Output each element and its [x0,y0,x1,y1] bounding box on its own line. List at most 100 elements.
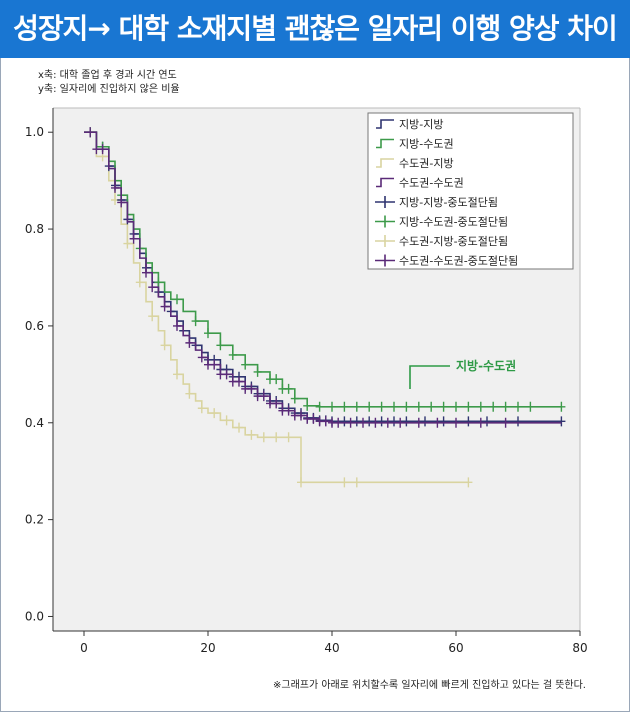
censor-mark [371,417,380,428]
censor-mark [421,416,429,427]
annotation-label: 지방-수도권 [456,358,516,373]
censor-mark [514,416,522,427]
series-4 [84,127,562,428]
censor-mark [222,415,231,426]
annotation-group: 지방-수도권 [409,358,516,389]
censor-mark [340,416,349,427]
title-bar: 성장지→ 대학 소재지별 괜찮은 일자리 이행 양상 차이 [0,0,630,58]
censor-mark [259,432,268,443]
censor-mark [160,301,169,312]
censor-mark [117,197,126,208]
censor-mark [439,401,448,412]
censor-mark [272,374,281,385]
legend-label: 수도권-수도권 [399,177,464,190]
censor-mark [514,401,522,412]
censor-mark [414,401,423,412]
legend-censor-swatch [375,254,395,267]
series-3 [84,127,473,488]
censor-mark [123,238,132,249]
censor-mark [272,432,281,443]
legend-step-swatch [376,177,394,188]
censor-mark [433,417,442,428]
legend-label: 수도권-지방-중도절단됨 [399,235,508,248]
censor-mark [284,405,293,416]
legend-censor-swatch [375,235,395,247]
legend-item: 수도권-지방-중도절단됨 [375,235,508,248]
legend-item: 지방-수도권 [376,138,454,151]
censor-mark [160,340,169,351]
censor-mark [210,359,219,370]
x-tick-label: 20 [200,641,215,655]
censor-mark [501,417,510,428]
censor-mark [272,398,281,409]
y-tick-label: 1.0 [25,125,44,139]
censor-mark [135,277,144,288]
y-tick-label: 0.6 [25,319,44,333]
legend-item: 수도권-수도권-중도절단됨 [375,254,518,268]
legend-label: 지방-지방-중도절단됨 [399,196,498,209]
censor-mark [390,416,398,427]
censor-mark [148,311,157,322]
censor-mark [228,349,237,360]
censor-mark [377,416,386,427]
censor-mark [284,383,293,394]
annotation-leader [409,365,450,389]
censor-mark [328,401,336,412]
censor-mark [489,401,498,412]
censor-mark [173,294,181,305]
censor-mark [427,401,436,412]
censor-mark [346,417,355,428]
censor-mark [297,410,305,421]
censor-mark [365,401,374,412]
legend-item: 수도권-지방 [376,157,454,170]
censor-mark [247,429,256,440]
legend-label: 수도권-수도권-중도절단됨 [399,255,518,268]
censor-mark [210,408,219,419]
legend: 지방-지방지방-수도권수도권-지방수도권-수도권지방-지방-중도절단됨지방-수도… [367,112,574,270]
censor-mark [340,477,349,488]
censor-mark [402,416,411,427]
censor-mark [557,401,566,412]
y-tick-label: 0.8 [25,222,44,236]
censor-mark [185,337,194,348]
censor-mark [390,401,398,412]
y-tick-label: 0.2 [25,513,44,527]
censor-mark [197,403,206,414]
censor-mark [334,417,343,428]
footnote: ※그래프가 아래로 위치할수록 일자리에 빠르게 진입하고 있다는 걸 뜻한다. [273,680,586,691]
censor-mark [359,417,367,428]
censor-mark [98,144,107,155]
legend-label: 수도권-지방 [399,157,454,170]
censor-mark [464,477,473,488]
page-title: 성장지→ 대학 소재지별 괜찮은 일자리 이행 양상 차이 [13,12,618,45]
censor-mark [452,417,460,428]
legend-box [367,112,574,270]
legend-label: 지방-지방 [399,118,443,131]
censor-mark [253,366,262,377]
censor-mark [142,267,150,278]
legend-censor-swatch [375,196,395,208]
x-tick-label: 80 [572,641,587,655]
censor-mark [173,369,181,380]
censor-mark [501,401,510,412]
censor-mark [197,352,206,363]
censor-mark [222,369,231,380]
legend-label: 지방-수도권-중도절단됨 [399,216,508,229]
x-tick-label: 40 [324,641,339,655]
censor-mark [129,233,138,244]
censor-mark [185,388,194,399]
legend-item: 수도권-수도권 [376,177,464,190]
series-group [84,127,566,488]
series-line [84,131,469,484]
legend-item: 지방-지방 [376,118,443,131]
censor-mark [476,417,485,428]
censor-mark [557,416,566,427]
y-tick-label: 0.0 [25,609,44,623]
censor-mark [396,417,405,428]
censor-mark [86,127,95,138]
censor-mark [414,417,423,428]
x-tick-label: 60 [448,641,463,655]
censor-mark [303,400,312,411]
censor-mark [340,401,349,412]
censor-mark [148,282,157,293]
